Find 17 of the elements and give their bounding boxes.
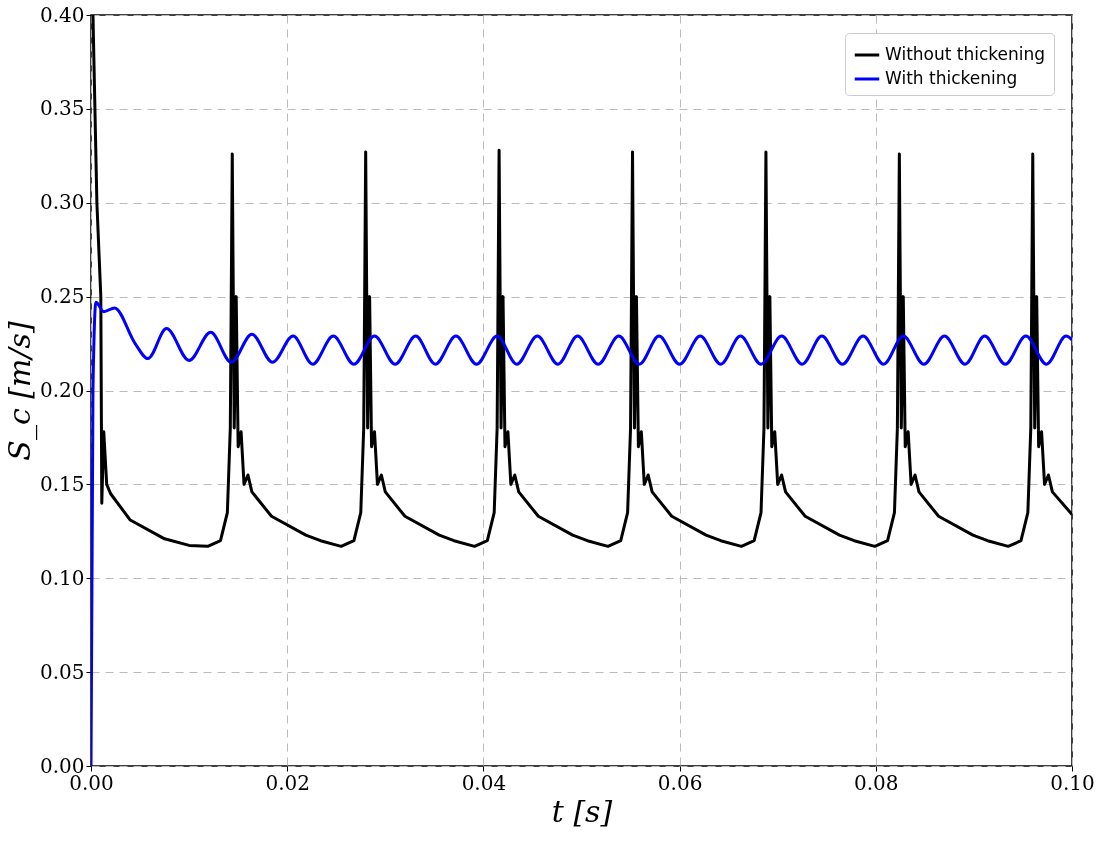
y-tick-label: 0.15 [39,471,85,496]
x-tick-label: 0.02 [265,770,310,795]
y-tick-label: 0.10 [39,565,85,590]
x-tick-label: 0.06 [657,770,703,795]
y-tick-label: 0.30 [39,190,85,215]
y-tick-label: 0.05 [39,659,85,684]
y-tick-label: 0.25 [39,284,85,309]
y-tick-label: 0.35 [39,96,85,121]
x-tick-label: 0.04 [461,770,507,795]
legend-label: Without thickening [885,44,1046,64]
x-tick-label: 0.08 [854,770,899,795]
y-tick-label: 0.40 [39,2,85,27]
y-tick-label: 0.20 [39,378,85,402]
y-axis-title: S_c [m/s] [1,321,38,461]
legend-label: With thickening [885,68,1018,88]
x-tick-label: 0.10 [1050,770,1095,795]
x-axis-title: t [s] [551,793,613,829]
